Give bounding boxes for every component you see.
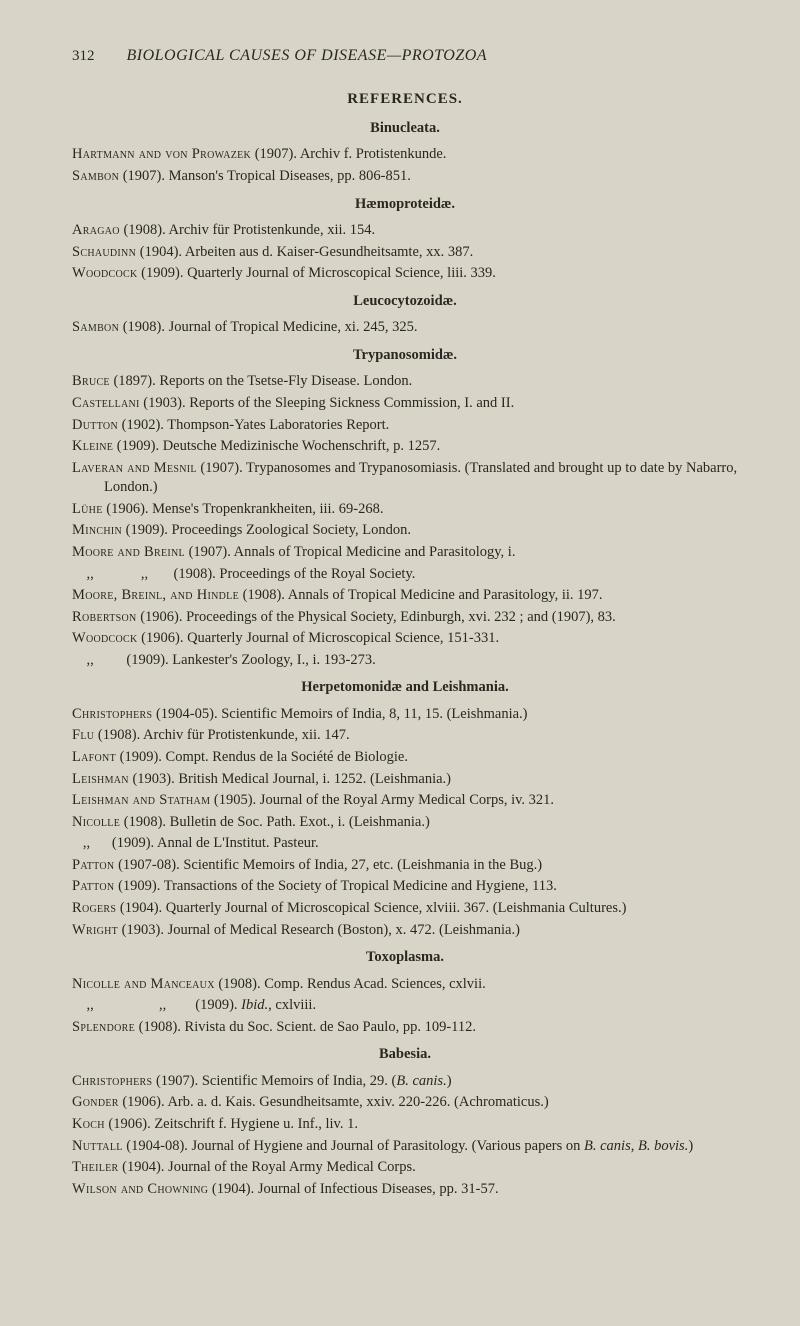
page-number: 312 [72,46,95,66]
herpetomonidae-block: Christophers (1904-05). Scientific Memoi… [72,705,738,940]
reference-entry: Bruce (1897). Reports on the Tsetse-Fly … [72,372,738,392]
reference-entry: Woodcock (1909). Quarterly Journal of Mi… [72,264,738,284]
reference-entry: Moore and Breinl (1907). Annals of Tropi… [72,543,738,563]
reference-entry: Theiler (1904). Journal of the Royal Arm… [72,1158,738,1178]
leucocytozoidae-block: Sambon (1908). Journal of Tropical Medic… [72,318,738,338]
reference-entry: Koch (1906). Zeitschrift f. Hygiene u. I… [72,1115,738,1135]
trypanosomidae-heading: Trypanosomidæ. [72,346,738,366]
reference-entry: Moore, Breinl, and Hindle (1908). Annals… [72,586,738,606]
reference-entry: Nicolle and Manceaux (1908). Comp. Rendu… [72,975,738,995]
reference-entry: ,, (1909). Lankester's Zoology, I., i. 1… [72,651,738,671]
reference-entry: Gonder (1906). Arb. a. d. Kais. Gesundhe… [72,1093,738,1113]
reference-entry: Patton (1907-08). Scientific Memoirs of … [72,856,738,876]
reference-entry: Nuttall (1904-08). Journal of Hygiene an… [72,1137,738,1157]
toxoplasma-block: Nicolle and Manceaux (1908). Comp. Rendu… [72,975,738,1038]
babesia-block: Christophers (1907). Scientific Memoirs … [72,1072,738,1199]
reference-entry: Schaudinn (1904). Arbeiten aus d. Kaiser… [72,243,738,263]
reference-entry: Robertson (1906). Proceedings of the Phy… [72,608,738,628]
running-title: BIOLOGICAL CAUSES OF DISEASE—PROTOZOA [127,45,488,67]
main-heading: REFERENCES. [72,89,738,109]
toxoplasma-heading: Toxoplasma. [72,948,738,968]
reference-entry: ,, ,, (1908). Proceedings of the Royal S… [72,565,738,585]
reference-entry: Wright (1903). Journal of Medical Resear… [72,921,738,941]
reference-entry: Splendore (1908). Rivista du Soc. Scient… [72,1018,738,1038]
page-header: 312 BIOLOGICAL CAUSES OF DISEASE—PROTOZO… [72,45,738,67]
reference-entry: Sambon (1908). Journal of Tropical Medic… [72,318,738,338]
reference-entry: Christophers (1907). Scientific Memoirs … [72,1072,738,1092]
reference-entry: Aragao (1908). Archiv für Protistenkunde… [72,221,738,241]
binucleata-heading: Binucleata. [72,119,738,139]
reference-entry: Patton (1909). Transactions of the Socie… [72,877,738,897]
reference-entry: Hartmann and von Prowazek (1907). Archiv… [72,145,738,165]
herpetomonidae-heading: Herpetomonidæ and Leishmania. [72,678,738,698]
reference-entry: Leishman (1903). British Medical Journal… [72,770,738,790]
reference-entry: Wilson and Chowning (1904). Journal of I… [72,1180,738,1200]
reference-entry: Rogers (1904). Quarterly Journal of Micr… [72,899,738,919]
haemoproteidae-heading: Hæmoproteidæ. [72,195,738,215]
reference-entry: Dutton (1902). Thompson-Yates Laboratori… [72,416,738,436]
binucleata-block: Hartmann and von Prowazek (1907). Archiv… [72,145,738,186]
reference-entry: Kleine (1909). Deutsche Medizinische Woc… [72,437,738,457]
reference-entry: Lafont (1909). Compt. Rendus de la Socié… [72,748,738,768]
reference-entry: Flu (1908). Archiv für Protistenkunde, x… [72,726,738,746]
trypanosomidae-block: Bruce (1897). Reports on the Tsetse-Fly … [72,372,738,670]
reference-entry: Sambon (1907). Manson's Tropical Disease… [72,167,738,187]
haemoproteidae-block: Aragao (1908). Archiv für Protistenkunde… [72,221,738,284]
leucocytozoidae-heading: Leucocytozoidæ. [72,292,738,312]
reference-entry: Minchin (1909). Proceedings Zoological S… [72,521,738,541]
reference-entry: Woodcock (1906). Quarterly Journal of Mi… [72,629,738,649]
reference-entry: ,, (1909). Annal de L'Institut. Pasteur. [72,834,738,854]
reference-entry: Christophers (1904-05). Scientific Memoi… [72,705,738,725]
reference-entry: Nicolle (1908). Bulletin de Soc. Path. E… [72,813,738,833]
reference-entry: ,, ,, (1909). Ibid., cxlviii. [72,996,738,1016]
reference-entry: Leishman and Statham (1905). Journal of … [72,791,738,811]
reference-entry: Lühe (1906). Mense's Tropenkrankheiten, … [72,500,738,520]
reference-entry: Castellani (1903). Reports of the Sleepi… [72,394,738,414]
reference-entry: Laveran and Mesnil (1907). Trypanosomes … [72,459,738,498]
babesia-heading: Babesia. [72,1045,738,1065]
